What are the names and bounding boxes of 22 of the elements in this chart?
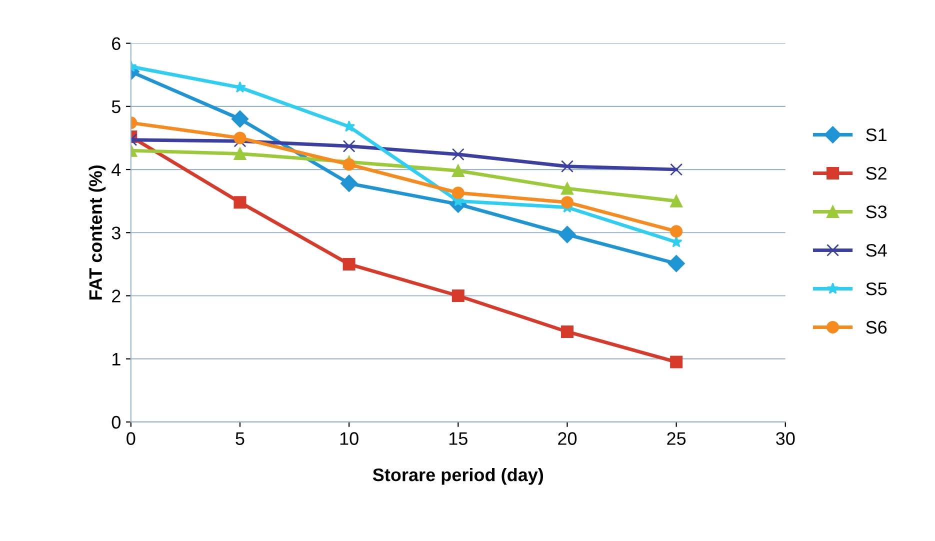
- y-tick-label: 1: [112, 352, 120, 366]
- y-tick-label: 5: [112, 100, 120, 114]
- legend-label: S6: [866, 320, 887, 334]
- y-tick-label: 6: [112, 37, 120, 50]
- x-axis-title: Storare period (day): [372, 468, 544, 485]
- y-tick-label: 2: [112, 290, 120, 302]
- x-tick-label: 10: [340, 432, 358, 445]
- y-tick-label: 3: [112, 226, 120, 240]
- x-tick-label: 25: [667, 432, 686, 445]
- legend-label: S4: [866, 244, 887, 257]
- y-tick-label: 0: [112, 416, 120, 429]
- legend-label: S1: [866, 128, 886, 142]
- legend-label: S5: [866, 282, 887, 296]
- x-tick-label: 0: [126, 432, 136, 445]
- x-tick-label: 5: [236, 432, 244, 445]
- x-tick-label: 20: [558, 432, 577, 445]
- legend-label: S2: [866, 166, 886, 180]
- y-axis-title: FAT content (%): [88, 165, 106, 300]
- legend-label: S3: [866, 205, 887, 218]
- y-tick-label: 4: [112, 164, 121, 176]
- x-tick-label: 30: [776, 432, 795, 445]
- x-tick-label: 15: [449, 432, 468, 445]
